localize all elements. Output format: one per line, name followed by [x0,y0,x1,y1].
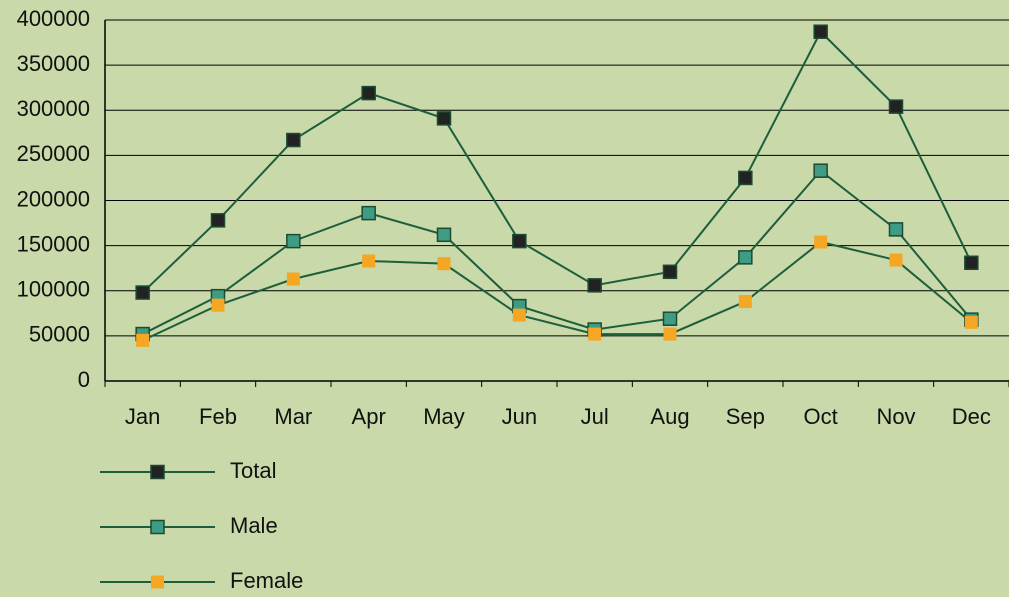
y-tick-label: 250000 [17,141,90,166]
point-marker [738,250,753,265]
legend-label: Male [230,513,278,538]
point-marker [588,327,602,341]
point-marker [135,285,150,300]
point-marker [889,253,903,267]
x-tick-label: Nov [876,404,915,429]
point-marker [964,255,979,271]
x-tick-label: Jul [581,404,609,429]
x-tick-label: Aug [650,404,689,429]
legend-marker [150,464,165,480]
y-tick-label: 0 [78,367,90,392]
point-marker [587,278,602,293]
point-marker [964,315,978,329]
point-marker [888,99,904,114]
point-marker [738,170,753,186]
point-marker [512,233,527,249]
y-tick-label: 300000 [17,96,90,121]
point-marker [436,111,452,126]
point-marker [888,222,904,237]
x-tick-label: Mar [274,404,312,429]
point-marker [286,233,301,249]
x-tick-label: Dec [952,404,991,429]
point-marker [136,333,150,347]
y-tick-label: 150000 [17,231,90,256]
point-marker [813,163,828,178]
point-marker [814,235,828,249]
x-tick-label: Jun [502,404,537,429]
point-marker [362,254,376,268]
point-marker [286,132,301,148]
point-marker [211,298,225,312]
y-tick-label: 50000 [29,322,90,347]
y-tick-label: 100000 [17,277,90,302]
point-marker [437,257,451,271]
x-tick-label: Sep [726,404,765,429]
point-marker [813,24,828,39]
point-marker [663,327,677,341]
point-marker [286,272,300,286]
point-marker [512,308,526,322]
point-marker [361,85,376,101]
y-tick-label: 350000 [17,51,90,76]
point-marker [210,213,226,228]
series-line [142,240,972,342]
y-tick-label: 400000 [17,6,90,31]
x-tick-label: Feb [199,404,237,429]
point-marker [361,205,376,221]
legend-label: Female [230,568,303,593]
x-tick-label: Jan [125,404,160,429]
point-marker [436,227,452,243]
series-line [142,169,973,335]
x-tick-label: Apr [352,404,386,429]
point-marker [662,264,678,280]
point-marker [662,311,678,326]
legend-marker [151,575,164,589]
legend-marker [150,519,165,535]
series-line [141,30,973,294]
x-tick-label: May [423,404,465,429]
legend-label: Total [230,458,276,483]
point-marker [738,295,752,309]
x-tick-label: Oct [804,404,838,429]
y-tick-label: 200000 [17,186,90,211]
